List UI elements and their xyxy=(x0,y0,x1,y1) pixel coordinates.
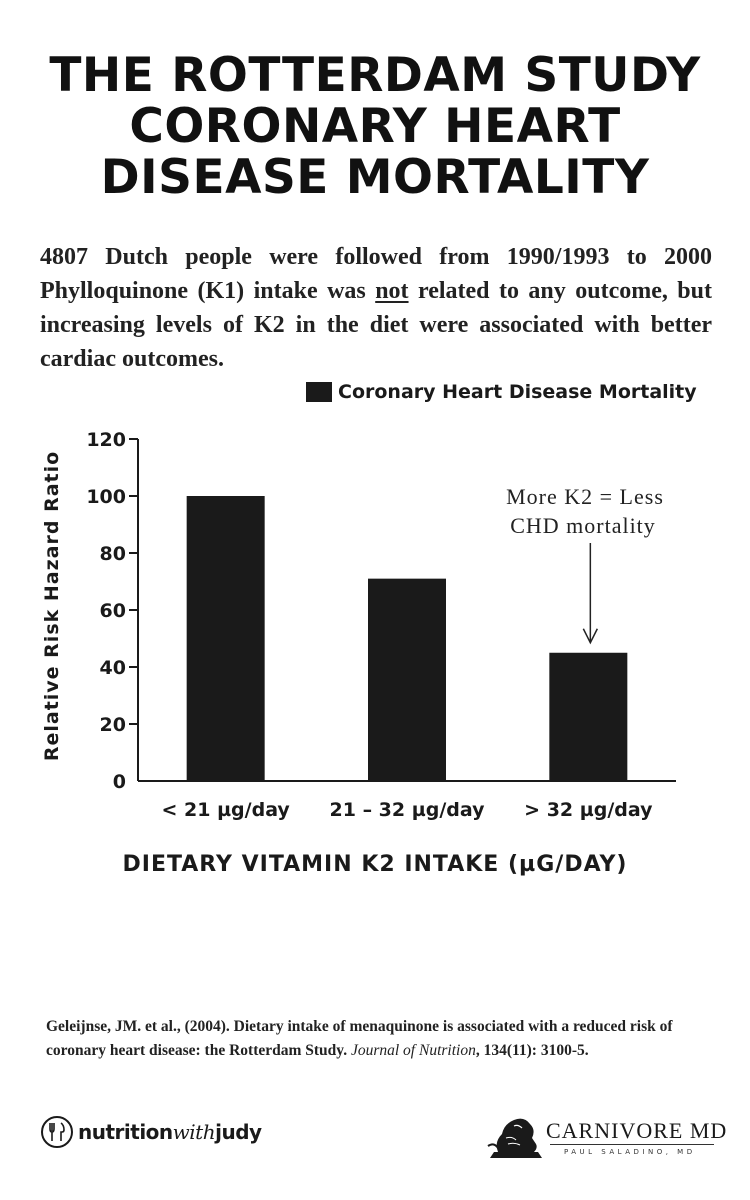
legend-swatch xyxy=(306,382,332,402)
y-tick-label-60: 60 xyxy=(100,600,126,622)
y-axis-label: Relative Risk Hazard Ratio xyxy=(41,451,63,761)
carnivore-md-rule xyxy=(550,1144,714,1145)
bars xyxy=(186,496,628,781)
title-line-2: CORONARY HEART xyxy=(129,99,621,154)
carnivore-md-title: CARNIVORE MD xyxy=(546,1118,728,1143)
intro-line-2: Phylloquinone (K1) intake was not relate… xyxy=(40,274,712,308)
y-tick-label-100: 100 xyxy=(86,486,126,508)
intro-line-4: cardiac outcomes. xyxy=(40,346,224,372)
bar-0 xyxy=(186,496,265,781)
y-tick-label-80: 80 xyxy=(100,543,126,565)
y-tick-label-0: 0 xyxy=(113,771,126,793)
x-axis-label: DIETARY VITAMIN K2 INTAKE (µG/DAY) xyxy=(122,852,628,877)
logo-text: nutritionwithjudy xyxy=(78,1120,262,1144)
utensils-icon xyxy=(41,1116,73,1148)
y-axis-ticks: 0 20 40 60 80 100 120 xyxy=(86,429,138,793)
bar-chart: Relative Risk Hazard Ratio 0 20 40 60 80 100 1… xyxy=(41,429,676,821)
page-title: THE ROTTERDAM STUDY CORONARY HEART DISEA… xyxy=(0,50,750,203)
title-line-3: DISEASE MORTALITY xyxy=(100,150,650,205)
intro-paragraph: 4807 Dutch people were followed from 199… xyxy=(40,240,712,376)
annotation-arrow-head xyxy=(582,628,599,645)
x-category-label-0: < 21 µg/day xyxy=(161,799,290,821)
y-tick-label-40: 40 xyxy=(100,657,126,679)
citation-text: Geleijnse, JM. et al., (2004). Dietary i… xyxy=(46,1018,673,1059)
x-category-label-2: > 32 µg/day xyxy=(524,799,653,821)
title-line-1: THE ROTTERDAM STUDY xyxy=(49,48,701,103)
chart-legend: Coronary Heart Disease Mortality xyxy=(306,380,697,404)
intro-line-1: 4807 Dutch people were followed from 199… xyxy=(40,244,712,270)
lion-icon xyxy=(487,1118,542,1158)
intro-line-3: increasing levels of K2 in the diet were… xyxy=(40,312,712,338)
y-tick-label-120: 120 xyxy=(86,429,126,451)
citation-journal: Journal of Nutrition xyxy=(350,1042,476,1059)
citation: Geleijnse, JM. et al., (2004). Dietary i… xyxy=(46,1015,712,1063)
bar-1 xyxy=(368,578,446,781)
annotation: More K2 = Less CHD mortality xyxy=(506,484,664,645)
annotation-line-1: More K2 = Less xyxy=(506,484,664,509)
intro-line-2-end: related to any outcome, but xyxy=(408,278,712,304)
carnivore-md-subtitle: PAUL SALADINO, MD xyxy=(564,1148,696,1156)
y-tick-label-20: 20 xyxy=(100,714,126,736)
x-category-label-1: 21 – 32 µg/day xyxy=(330,799,486,821)
bar-2 xyxy=(549,652,628,781)
carnivore-md-logo: CARNIVORE MD PAUL SALADINO, MD xyxy=(484,1106,726,1162)
x-axis-categories: < 21 µg/day 21 – 32 µg/day > 32 µg/day xyxy=(161,799,653,821)
intro-line-2-start: Phylloquinone (K1) intake was xyxy=(40,278,376,304)
annotation-line-2: CHD mortality xyxy=(510,513,656,538)
nutritionwithjudy-logo: nutritionwithjudy xyxy=(40,1112,262,1152)
legend-label: Coronary Heart Disease Mortality xyxy=(338,381,697,403)
intro-underlined-word: not xyxy=(375,278,409,304)
citation-details: , 134(11): 3100-5. xyxy=(475,1042,589,1059)
